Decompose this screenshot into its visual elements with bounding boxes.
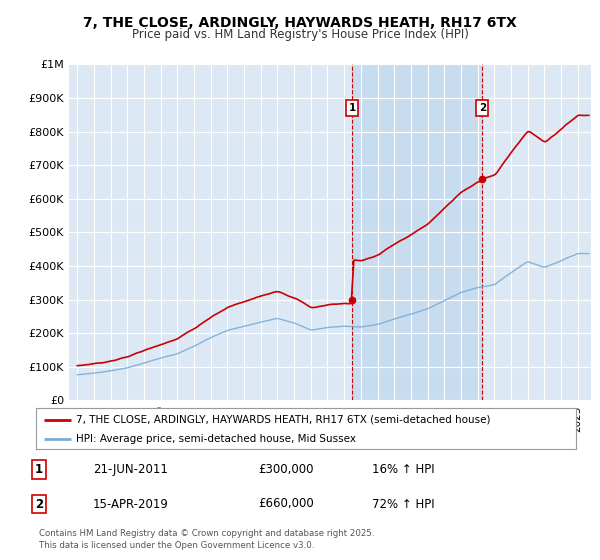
Text: £660,000: £660,000: [258, 497, 314, 511]
Text: 2: 2: [35, 497, 43, 511]
Text: 7, THE CLOSE, ARDINGLY, HAYWARDS HEATH, RH17 6TX (semi-detached house): 7, THE CLOSE, ARDINGLY, HAYWARDS HEATH, …: [77, 415, 491, 424]
Text: HPI: Average price, semi-detached house, Mid Sussex: HPI: Average price, semi-detached house,…: [77, 434, 356, 444]
Text: 72% ↑ HPI: 72% ↑ HPI: [372, 497, 434, 511]
Text: Contains HM Land Registry data © Crown copyright and database right 2025.
This d: Contains HM Land Registry data © Crown c…: [39, 529, 374, 550]
Text: 21-JUN-2011: 21-JUN-2011: [93, 463, 168, 476]
Text: 16% ↑ HPI: 16% ↑ HPI: [372, 463, 434, 476]
Text: Price paid vs. HM Land Registry's House Price Index (HPI): Price paid vs. HM Land Registry's House …: [131, 28, 469, 41]
Text: 15-APR-2019: 15-APR-2019: [93, 497, 169, 511]
Text: 1: 1: [349, 103, 356, 113]
Text: 2: 2: [479, 103, 486, 113]
Text: £300,000: £300,000: [258, 463, 314, 476]
Bar: [352, 64, 482, 400]
Text: 1: 1: [35, 463, 43, 476]
Text: 7, THE CLOSE, ARDINGLY, HAYWARDS HEATH, RH17 6TX: 7, THE CLOSE, ARDINGLY, HAYWARDS HEATH, …: [83, 16, 517, 30]
